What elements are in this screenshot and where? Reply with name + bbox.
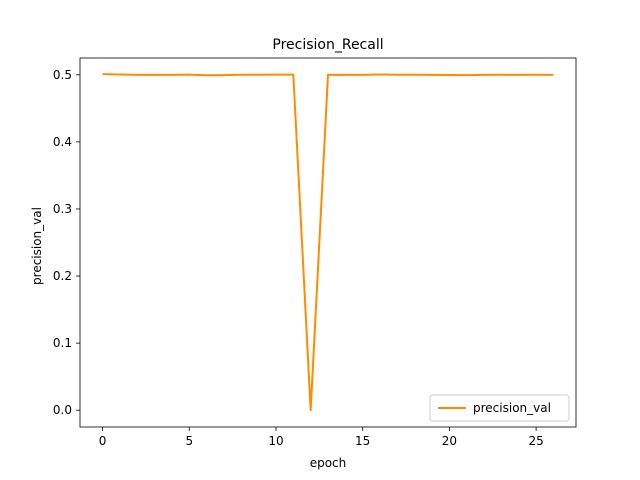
y-tick-label: 0.1 [53,336,72,350]
legend-box [429,394,570,422]
x-tick-label: 20 [442,434,457,448]
x-tick-label: 5 [185,434,193,448]
x-tick-label: 0 [99,434,107,448]
plot-frame [79,57,577,428]
y-axis: 0.0 0.1 0.2 0.3 0.4 0.5 [53,68,80,417]
y-tick-label: 0.0 [53,403,72,417]
series-line-0 [102,73,554,412]
x-axis: 0 5 10 15 20 25 [99,427,544,448]
legend: precision_val [429,394,570,422]
y-tick-label: 0.5 [53,68,72,82]
y-tick-label: 0.2 [53,269,72,283]
y-axis-label: precision_val [30,207,44,285]
x-tick-label: 10 [268,434,283,448]
legend-label: precision_val [473,401,551,415]
plot-area [79,57,577,428]
y-tick-label: 0.4 [53,135,72,149]
chart-title: Precision_Recall [272,37,383,53]
y-tick-label: 0.3 [53,202,72,216]
x-axis-label: epoch [310,456,347,470]
x-tick-label: 25 [528,434,543,448]
x-tick-label: 15 [355,434,370,448]
